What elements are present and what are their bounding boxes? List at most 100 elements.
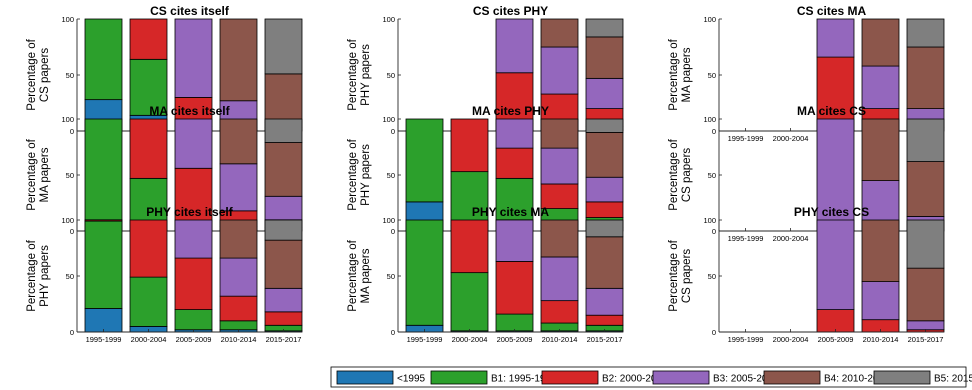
y-tick-label: 100	[382, 15, 395, 24]
bar-segment	[495, 313, 534, 332]
bar-segment	[861, 118, 900, 181]
bar-segment	[816, 118, 855, 232]
bar-segment	[906, 161, 945, 217]
y-axis-label-line: Percentage of	[26, 239, 38, 311]
bar-segment	[816, 219, 855, 310]
y-axis-label-line: PHY papers	[360, 144, 372, 206]
y-tick-label: 100	[703, 216, 716, 225]
y-axis-label-line: CS papers	[681, 148, 693, 203]
x-tick-label: 2005-2009	[818, 335, 854, 344]
x-tick-label: 1995-1999	[728, 134, 764, 143]
subplot-3: CS cites MA Percentage ofMA papers 0 50 100 1…	[668, 4, 945, 143]
bar-segment	[264, 219, 303, 241]
bar-segment	[219, 219, 258, 259]
y-axis-label-line: PHY papers	[39, 245, 51, 307]
legend-swatch	[430, 370, 488, 385]
legend: <1995 B1: 1995-1999 B2: 2000-2004 B3: 2005-…	[330, 366, 972, 388]
bar-segment	[861, 219, 900, 282]
bar-segment	[585, 132, 624, 178]
bar-segment	[585, 176, 624, 203]
bar-segment	[264, 118, 303, 143]
y-tick-label: 0	[70, 328, 74, 337]
bar-segment	[540, 256, 579, 302]
bar-segment	[129, 58, 168, 116]
y-tick-label: 0	[391, 227, 395, 236]
y-axis-label-line: Percentage of	[668, 38, 680, 110]
bar-segment	[861, 281, 900, 321]
y-tick-label: 100	[382, 216, 395, 225]
y-axis-label-line: Percentage of	[668, 138, 680, 210]
subplot-title: CS cites MA	[797, 4, 867, 18]
bar-segment	[906, 320, 945, 331]
subplot-title: CS cites itself	[150, 4, 230, 18]
x-tick-label: 2010-2014	[221, 335, 257, 344]
bar-segment	[540, 18, 579, 48]
bar-segment	[906, 46, 945, 109]
bar-segment	[450, 118, 489, 173]
y-axis-label: Percentage ofPHY papers	[26, 239, 51, 311]
y-tick-label: 0	[712, 227, 716, 236]
x-tick-label: 2000-2004	[773, 134, 809, 143]
bar-segment	[540, 46, 579, 95]
y-axis-label: Percentage ofPHY papers	[347, 38, 372, 110]
subplot-title: CS cites PHY	[473, 4, 548, 18]
x-tick-label: 2015-2017	[266, 335, 302, 344]
y-axis-label-line: CS papers	[681, 249, 693, 304]
x-tick-label: 2015-2017	[908, 335, 944, 344]
bar-segment	[861, 65, 900, 110]
y-axis-label-line: MA papers	[360, 248, 372, 303]
x-tick-label: 2000-2004	[452, 335, 488, 344]
bar-segment	[585, 201, 624, 218]
x-tick-label: 2005-2009	[497, 335, 533, 344]
bar-segment	[174, 18, 213, 98]
y-axis-label-line: Percentage of	[347, 38, 359, 110]
subplot-1: CS cites itself Percentage ofCS papers 0 50…	[26, 4, 303, 143]
x-tick-label: 1995-1999	[728, 335, 764, 344]
bar-segment	[585, 314, 624, 326]
bar-segment	[219, 18, 258, 102]
bar-segment	[495, 219, 534, 262]
y-tick-label: 0	[391, 328, 395, 337]
x-tick-label: 2000-2004	[773, 234, 809, 243]
y-tick-label: 100	[382, 115, 395, 124]
y-axis-label: Percentage ofPHY papers	[347, 138, 372, 210]
x-tick-label: 2010-2014	[863, 335, 899, 344]
x-tick-label: 2005-2009	[176, 335, 212, 344]
legend-label: B4: 2010-2014	[824, 374, 890, 385]
bar-segment	[174, 257, 213, 310]
y-tick-label: 50	[66, 71, 74, 80]
bar-segment	[450, 272, 489, 332]
y-axis-label-line: Percentage of	[26, 38, 38, 110]
bar-segment	[84, 219, 123, 222]
bar-segment	[264, 142, 303, 197]
bar-segment	[219, 320, 258, 331]
bar-segment	[585, 36, 624, 79]
y-axis-label-line: MA papers	[681, 47, 693, 102]
bar-segment	[84, 308, 123, 333]
y-tick-label: 0	[70, 127, 74, 136]
legend-label: B3: 2005-2009	[713, 374, 779, 385]
bar-segment	[540, 183, 579, 210]
y-tick-label: 50	[66, 171, 74, 180]
y-axis-label-line: Percentage of	[347, 138, 359, 210]
bar-segment	[264, 195, 303, 221]
bar-segment	[585, 118, 624, 133]
bar-segment	[129, 18, 168, 60]
x-tick-label: 2010-2014	[542, 335, 578, 344]
y-tick-label: 100	[703, 115, 716, 124]
bar-segment	[84, 118, 123, 221]
bar-segment	[450, 171, 489, 226]
bar-segment	[495, 147, 534, 179]
y-axis-label: Percentage ofCS papers	[26, 38, 51, 110]
y-tick-label: 50	[708, 71, 716, 80]
bar-segment	[219, 118, 258, 165]
bar-segment	[219, 295, 258, 322]
y-tick-label: 50	[66, 272, 74, 281]
subplot-title: PHY cites MA	[472, 205, 549, 219]
bar-segment	[495, 118, 534, 149]
y-tick-label: 100	[61, 216, 74, 225]
legend-swatch	[336, 370, 394, 385]
x-tick-label: 2000-2004	[131, 335, 167, 344]
y-tick-label: 0	[712, 127, 716, 136]
